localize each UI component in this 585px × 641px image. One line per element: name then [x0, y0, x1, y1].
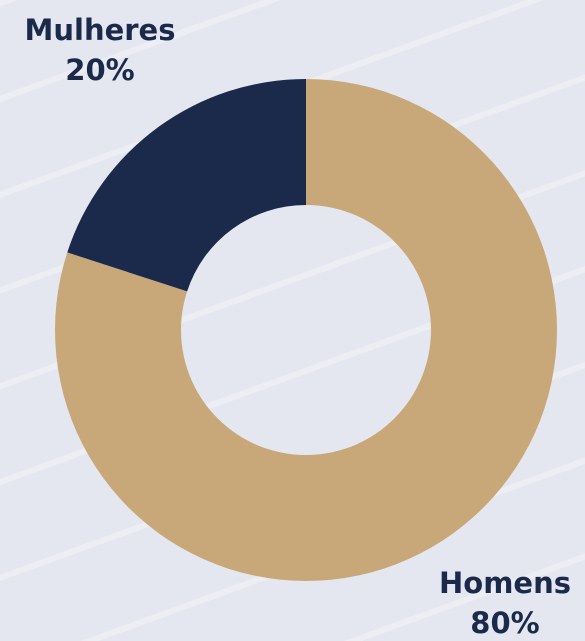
slice-value-label: 80%	[470, 606, 539, 640]
slice-value-label: 20%	[65, 53, 134, 87]
donut-slice	[54, 79, 558, 581]
slice-label: Mulheres	[25, 13, 176, 47]
donut-slice	[67, 79, 306, 292]
slice-label: Homens	[439, 566, 571, 600]
